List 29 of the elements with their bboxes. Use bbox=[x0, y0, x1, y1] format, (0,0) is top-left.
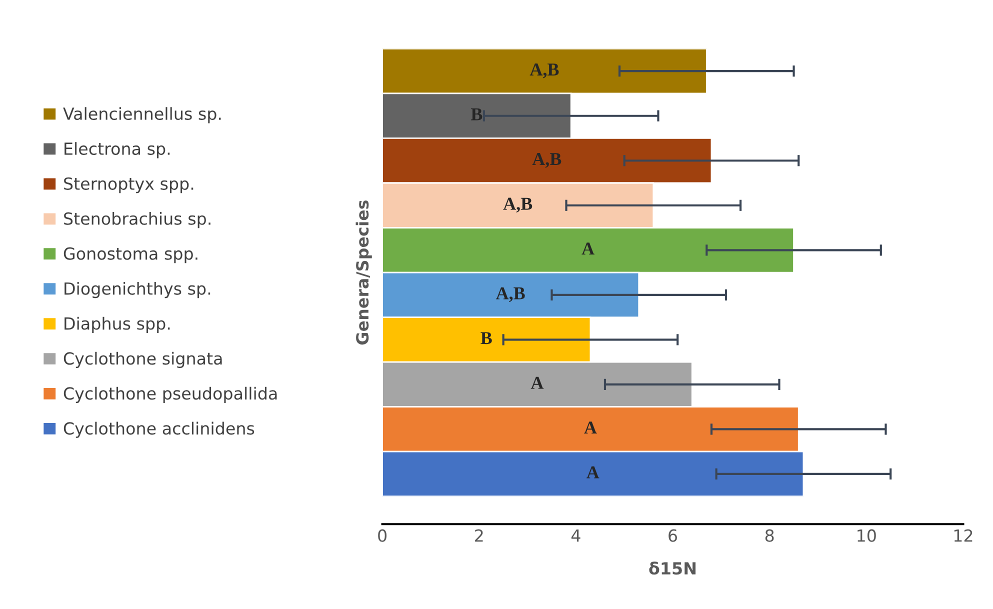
x-tick-label: 8 bbox=[765, 529, 774, 542]
data-label: A bbox=[582, 242, 594, 254]
data-label: B bbox=[480, 332, 492, 344]
data-label: A,B bbox=[530, 64, 559, 78]
legend-label: Stenobrachius sp. bbox=[64, 212, 210, 228]
legend-label: Diogenichthys sp. bbox=[64, 282, 210, 298]
legend-label: Cyclothone acclinidens bbox=[64, 422, 254, 438]
data-label: A bbox=[530, 376, 544, 389]
x-tick-label: 12 bbox=[954, 529, 972, 542]
x-tick-label: 4 bbox=[571, 529, 580, 542]
y-axis-title: Genera/Species bbox=[356, 200, 372, 345]
legend-label: Cyclothone pseudopallida bbox=[64, 386, 277, 403]
legend-label: Valenciennellus sp. bbox=[63, 107, 221, 124]
data-label: A,B bbox=[503, 198, 532, 213]
legend-label: Gonostoma spp. bbox=[64, 247, 198, 264]
legend-label: Cyclothone signata bbox=[64, 352, 222, 368]
legend-label: Sternoptyx spp. bbox=[64, 177, 194, 194]
data-label: A bbox=[584, 422, 597, 434]
legend-label: Electrona sp. bbox=[64, 142, 170, 158]
data-label: A bbox=[586, 466, 600, 478]
x-tick-label: 10 bbox=[858, 529, 876, 542]
x-tick-label: 2 bbox=[475, 529, 483, 542]
legend-label: Diaphus spp. bbox=[64, 316, 170, 334]
x-tick-label: 6 bbox=[668, 529, 678, 542]
x-axis-title: δ15N bbox=[649, 562, 696, 575]
data-label: A,B bbox=[496, 287, 525, 302]
data-label: A,B bbox=[532, 153, 562, 168]
data-label: B bbox=[470, 108, 482, 120]
x-tick-label: 0 bbox=[378, 529, 386, 542]
